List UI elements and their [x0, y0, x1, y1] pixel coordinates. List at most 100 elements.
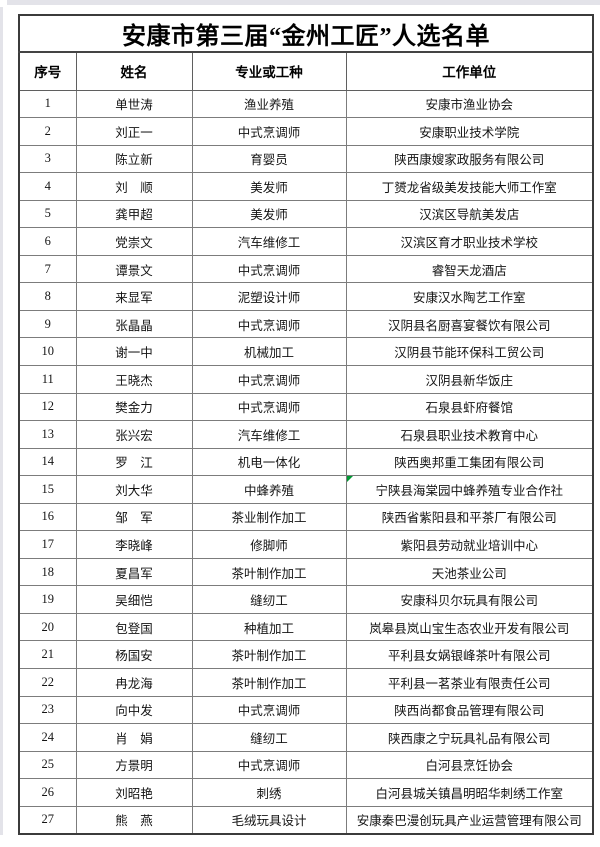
- cell-name: 方景明: [75, 750, 193, 780]
- cell-no: 9: [18, 309, 77, 339]
- column-header-name: 姓名: [75, 51, 193, 91]
- cell-unit: 安康市渔业协会: [345, 89, 594, 119]
- cell-name: 刘大华: [75, 475, 193, 504]
- cell-no: 2: [18, 117, 77, 146]
- cell-name: 陈立新: [75, 144, 193, 174]
- cell-name: 邹 军: [75, 502, 193, 532]
- cell-name: 谭景文: [75, 254, 193, 284]
- cell-no: 11: [18, 364, 77, 394]
- cell-no: 5: [18, 199, 77, 229]
- table-row: 20 包登国 种植加工 岚皋县岚山宝生态农业开发有限公司: [18, 612, 594, 642]
- table-row: 27 熊 燕毛绒玩具设计 安康秦巴漫创玩具产业运营管理有限公司: [18, 805, 594, 835]
- cell-no: 20: [18, 612, 77, 642]
- cell-name: 肖 娟: [75, 723, 193, 752]
- cell-trade: 缝纫工: [191, 585, 347, 614]
- title-row: 安康市第三届“金州工匠”人选名单: [18, 14, 594, 53]
- cell-name: 杨国安: [75, 640, 193, 669]
- cell-name: 王晓杰: [75, 364, 193, 394]
- table-row: 21 杨国安 茶叶制作加工 平利县女娲银峰茶叶有限公司: [18, 640, 594, 669]
- table-row: 25 方景明 中式烹调师 白河县烹饪协会: [18, 750, 594, 780]
- cell-trade: 毛绒玩具设计: [191, 805, 347, 835]
- table-row: 13 张兴宏 汽车维修工 石泉县职业技术教育中心: [18, 420, 594, 449]
- cell-unit: 紫阳县劳动就业培训中心: [345, 530, 594, 559]
- cell-name: 刘正一: [75, 117, 193, 146]
- cell-unit: 安康秦巴漫创玩具产业运营管理有限公司: [345, 805, 594, 835]
- cell-unit: 安康汉水陶艺工作室: [345, 282, 594, 311]
- cell-no: 26: [18, 778, 77, 807]
- candidate-list: 安康市第三届“金州工匠”人选名单 序号 姓名 专业或工种 工作单位 1 单世涛 渔业养殖安…: [18, 14, 594, 835]
- cell-trade: 中式烹调师: [191, 392, 347, 422]
- cell-name: 刘 顺: [75, 172, 193, 201]
- table-row: 22 冉龙海 茶叶制作加工 平利县一茗茶业有限责任公司: [18, 667, 594, 697]
- cell-unit: 陕西康嫂家政服务有限公司: [345, 144, 594, 174]
- cell-no: 25: [18, 750, 77, 780]
- table-row: 3 陈立新 育婴员 陕西康嫂家政服务有限公司: [18, 144, 594, 174]
- page-edge-left: [0, 7, 3, 835]
- cell-name: 包登国: [75, 612, 193, 642]
- cell-unit: 石泉县虾府餐馆: [345, 392, 594, 422]
- table-row: 26 刘昭艳 刺绣 白河县城关镇昌明昭华刺绣工作室: [18, 778, 594, 807]
- cell-name: 龚甲超: [75, 199, 193, 229]
- cell-trade: 汽车维修工: [191, 227, 347, 256]
- cell-trade: 茶叶制作加工: [191, 640, 347, 669]
- cell-unit: 天池茶业公司: [345, 557, 594, 587]
- cell-unit: 陕西康之宁玩具礼品有限公司: [345, 723, 594, 752]
- column-header-trade: 专业或工种: [191, 51, 347, 91]
- cell-no: 10: [18, 337, 77, 366]
- cell-unit: 丁赟龙省级美发技能大师工作室: [345, 172, 594, 201]
- table-row: 2 刘正一 中式烹调师 安康职业技术学院: [18, 117, 594, 146]
- cell-no: 22: [18, 667, 77, 697]
- cell-trade: 中式烹调师: [191, 695, 347, 725]
- table-row: 24 肖 娟缝纫工 陕西康之宁玩具礼品有限公司: [18, 723, 594, 752]
- cell-name: 向中发: [75, 695, 193, 725]
- cell-trade: 中式烹调师: [191, 254, 347, 284]
- cell-no: 3: [18, 144, 77, 174]
- cell-trade: 机电一体化: [191, 447, 347, 477]
- table-row: 15 刘大华 中蜂养殖 宁陕县海棠园中蜂养殖专业合作社: [18, 475, 594, 504]
- table-row: 1 单世涛 渔业养殖 安康市渔业协会: [18, 89, 594, 119]
- table-row: 6 党崇文 汽车维修工 汉滨区育才职业技术学校: [18, 227, 594, 256]
- cell-no: 16: [18, 502, 77, 532]
- cell-unit: 陕西奥邦重工集团有限公司: [345, 447, 594, 477]
- table-row: 14 罗 江机电一体化 陕西奥邦重工集团有限公司: [18, 447, 594, 477]
- cell-unit: 岚皋县岚山宝生态农业开发有限公司: [345, 612, 594, 642]
- cell-name: 夏昌军: [75, 557, 193, 587]
- cell-name: 刘昭艳: [75, 778, 193, 807]
- cell-unit: 白河县城关镇昌明昭华刺绣工作室: [345, 778, 594, 807]
- cell-trade: 种植加工: [191, 612, 347, 642]
- cell-unit: 石泉县职业技术教育中心: [345, 420, 594, 449]
- cell-no: 18: [18, 557, 77, 587]
- cell-unit: 安康科贝尔玩具有限公司: [345, 585, 594, 614]
- cell-trade: 中式烹调师: [191, 750, 347, 780]
- cell-trade: 中式烹调师: [191, 117, 347, 146]
- cell-name: 吴细恺: [75, 585, 193, 614]
- cell-name: 熊 燕: [75, 805, 193, 835]
- cell-unit: 汉阴县名厨喜宴餐饮有限公司: [345, 309, 594, 339]
- cell-no: 17: [18, 530, 77, 559]
- cell-trade: 汽车维修工: [191, 420, 347, 449]
- cell-no: 23: [18, 695, 77, 725]
- cell-no: 7: [18, 254, 77, 284]
- cell-trade: 机械加工: [191, 337, 347, 366]
- cell-unit: 汉滨区导航美发店: [345, 199, 594, 229]
- cell-trade: 修脚师: [191, 530, 347, 559]
- cell-trade: 刺绣: [191, 778, 347, 807]
- cell-name: 张晶晶: [75, 309, 193, 339]
- table-row: 18 夏昌军 茶叶制作加工 天池茶业公司: [18, 557, 594, 587]
- cell-no: 8: [18, 282, 77, 311]
- table-row: 5 龚甲超 美发师 汉滨区导航美发店: [18, 199, 594, 229]
- cell-unit: 汉阴县新华饭庄: [345, 364, 594, 394]
- column-header-unit: 工作单位: [345, 51, 594, 91]
- cell-unit: 汉阴县节能环保科工贸公司: [345, 337, 594, 366]
- cell-unit: 汉滨区育才职业技术学校: [345, 227, 594, 256]
- cell-no: 27: [18, 805, 77, 835]
- cell-trade: 美发师: [191, 199, 347, 229]
- cell-name: 单世涛: [75, 89, 193, 119]
- table-row: 23 向中发 中式烹调师 陕西尚都食品管理有限公司: [18, 695, 594, 725]
- cell-no: 12: [18, 392, 77, 422]
- cell-no: 21: [18, 640, 77, 669]
- cell-name: 冉龙海: [75, 667, 193, 697]
- cell-unit: 平利县一茗茶业有限责任公司: [345, 667, 594, 697]
- table-row: 12 樊金力 中式烹调师 石泉县虾府餐馆: [18, 392, 594, 422]
